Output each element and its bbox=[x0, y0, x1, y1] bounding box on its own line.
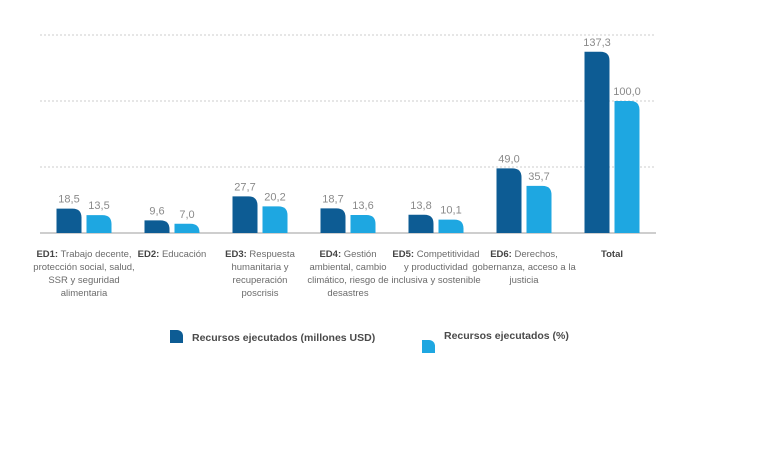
tick-label-line: y productividad bbox=[404, 262, 468, 273]
bar bbox=[408, 214, 434, 233]
data-label: 10,1 bbox=[440, 205, 461, 217]
bar bbox=[496, 168, 522, 233]
tick-label-code: ED1: bbox=[36, 249, 58, 260]
tick-label: ED1: Trabajo decente, protección social, … bbox=[33, 249, 134, 299]
tick-label-line: gobernanza, acceso a la bbox=[472, 262, 576, 273]
tick-label-code: ED3: bbox=[225, 249, 247, 260]
tick-label: ED6: Derechos, gobernanza, acceso a la jus… bbox=[472, 249, 576, 286]
tick-label: ED4: Gestión ambiental, cambio climático, … bbox=[307, 249, 388, 299]
legend-item-porcentaje: Recursos ejecutados (%) bbox=[422, 330, 569, 353]
tick-label-line: poscrisis bbox=[242, 288, 279, 299]
bar bbox=[174, 223, 200, 233]
data-label: 18,5 bbox=[58, 194, 79, 206]
data-label: 13,5 bbox=[88, 200, 109, 212]
tick-label-line: protección social, salud, bbox=[33, 262, 134, 273]
tick-label-line: desastres bbox=[327, 288, 368, 299]
legend-swatch-porcentaje bbox=[422, 340, 435, 353]
tick-label-line: ED6: Derechos, bbox=[490, 249, 558, 260]
tick-label-code: ED5: bbox=[392, 249, 414, 260]
tick-label-line: ED2: Educación bbox=[138, 249, 207, 260]
bar bbox=[350, 215, 376, 233]
tick-label-code: ED2: bbox=[138, 249, 160, 260]
bar bbox=[320, 208, 346, 233]
legend-swatch-millones bbox=[170, 330, 183, 343]
data-label: 27,7 bbox=[234, 181, 255, 193]
tick-label-line: ED5: Competitividad bbox=[392, 249, 479, 260]
tick-label: Total bbox=[601, 249, 623, 260]
bar bbox=[144, 220, 170, 233]
bar bbox=[56, 208, 82, 233]
tick-label: ED5: Competitividad y productividad inclus… bbox=[391, 249, 480, 286]
tick-label-line: recuperación bbox=[233, 275, 288, 286]
tick-label: ED2: Educación bbox=[138, 249, 207, 260]
data-label: 20,2 bbox=[264, 191, 285, 203]
tick-label-line: alimentaria bbox=[61, 288, 108, 299]
tick-label-code: Total bbox=[601, 249, 623, 260]
legend-item-millones: Recursos ejecutados (millones USD) bbox=[170, 330, 375, 344]
tick-label-line: inclusiva y sostenible bbox=[391, 275, 480, 286]
tick-label-line: SSR y seguridad bbox=[48, 275, 119, 286]
tick-label-line: ED3: Respuesta bbox=[225, 249, 295, 260]
tick-label-line: ED4: Gestión bbox=[319, 249, 376, 260]
data-label: 7,0 bbox=[179, 209, 194, 221]
bar bbox=[526, 185, 552, 233]
data-label: 13,8 bbox=[410, 200, 431, 212]
tick-label-line: ED1: Trabajo decente, bbox=[36, 249, 131, 260]
tick-label-code: ED6: bbox=[490, 249, 512, 260]
bar bbox=[614, 101, 640, 233]
tick-label-line: climático, riesgo de bbox=[307, 275, 388, 286]
tick-label-line: ambiental, cambio bbox=[309, 262, 386, 273]
bar bbox=[86, 215, 112, 233]
data-label: 18,7 bbox=[322, 193, 343, 205]
legend-label-porcentaje: Recursos ejecutados (%) bbox=[444, 330, 569, 342]
tick-label-code: ED4: bbox=[319, 249, 341, 260]
tick-label: ED3: Respuesta humanitaria y recuperación p… bbox=[225, 249, 295, 299]
bar bbox=[232, 196, 258, 233]
data-label: 100,0 bbox=[613, 86, 641, 98]
data-label: 137,3 bbox=[583, 37, 611, 49]
bar bbox=[262, 206, 288, 233]
tick-label-line: humanitaria y bbox=[231, 262, 288, 273]
legend-label-millones: Recursos ejecutados (millones USD) bbox=[192, 332, 376, 344]
bar bbox=[438, 219, 464, 233]
tick-label-line: justicia bbox=[508, 275, 539, 286]
data-label: 13,6 bbox=[352, 200, 373, 212]
data-label: 9,6 bbox=[149, 205, 164, 217]
bar bbox=[584, 51, 610, 233]
data-label: 35,7 bbox=[528, 171, 549, 183]
tick-label-line: Total bbox=[601, 249, 623, 260]
data-label: 49,0 bbox=[498, 153, 519, 165]
